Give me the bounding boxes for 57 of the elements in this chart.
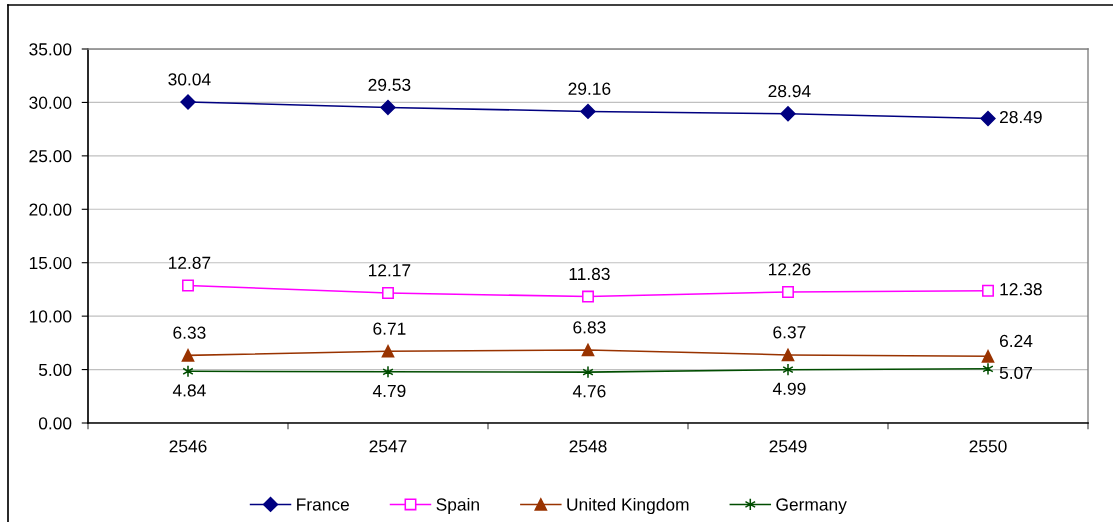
point <box>581 343 595 357</box>
data-label: 28.94 <box>768 84 811 98</box>
x-tick-label: 2547 <box>369 440 407 453</box>
data-label: 29.53 <box>368 78 411 91</box>
point <box>182 364 194 378</box>
data-label: 4.79 <box>372 384 406 398</box>
data-label: 6.83 <box>573 321 606 334</box>
data-label: 28.49 <box>999 110 1042 124</box>
data-label: 6.24 <box>999 334 1033 348</box>
y-tick-label: 35.00 <box>29 43 72 56</box>
y-tick-label: 25.00 <box>29 150 72 163</box>
point <box>782 363 794 376</box>
point <box>181 349 195 362</box>
data-label: 6.33 <box>173 326 206 339</box>
point <box>380 99 396 116</box>
legend-label: France <box>297 498 349 511</box>
data-label: 5.07 <box>999 366 1033 380</box>
point <box>781 348 795 362</box>
data-label: 6.37 <box>773 326 806 339</box>
point <box>782 286 794 298</box>
data-label: 12.87 <box>168 256 211 269</box>
y-tick-label: 0.00 <box>38 417 72 430</box>
x-tick-label: 2550 <box>969 440 1007 453</box>
y-tick-label: 20.00 <box>29 203 72 216</box>
legend-label: Germany <box>776 498 847 515</box>
data-label: 4.84 <box>172 384 206 397</box>
point <box>382 286 394 299</box>
point <box>582 290 594 303</box>
point <box>381 344 395 358</box>
legend-label: Spain <box>436 497 479 515</box>
point <box>582 365 594 379</box>
point <box>980 110 996 127</box>
data-label: 12.38 <box>1000 283 1042 296</box>
point <box>382 365 394 379</box>
data-label: 6.71 <box>373 322 406 335</box>
point <box>180 94 196 110</box>
point <box>182 279 194 292</box>
x-tick-label: 2549 <box>769 440 807 453</box>
y-tick-label: 5.00 <box>38 363 72 377</box>
x-tick-label: 2548 <box>569 440 607 453</box>
point <box>981 350 995 363</box>
data-label: 29.16 <box>568 82 611 95</box>
point <box>982 284 994 297</box>
legend-label: United Kingdom <box>567 497 689 515</box>
data-label: 12.17 <box>368 264 411 277</box>
y-tick-label: 30.00 <box>29 96 72 109</box>
data-label: 4.76 <box>572 385 606 398</box>
data-label: 4.99 <box>772 382 806 395</box>
data-label: 11.83 <box>569 267 610 281</box>
point <box>982 362 994 376</box>
y-tick-label: 10.00 <box>29 310 72 323</box>
data-label: 30.04 <box>168 73 211 86</box>
data-label: 12.26 <box>768 263 811 276</box>
x-tick-label: 2546 <box>169 440 207 453</box>
point <box>780 106 796 122</box>
y-tick-label: 15.00 <box>29 256 72 270</box>
point <box>580 103 596 120</box>
